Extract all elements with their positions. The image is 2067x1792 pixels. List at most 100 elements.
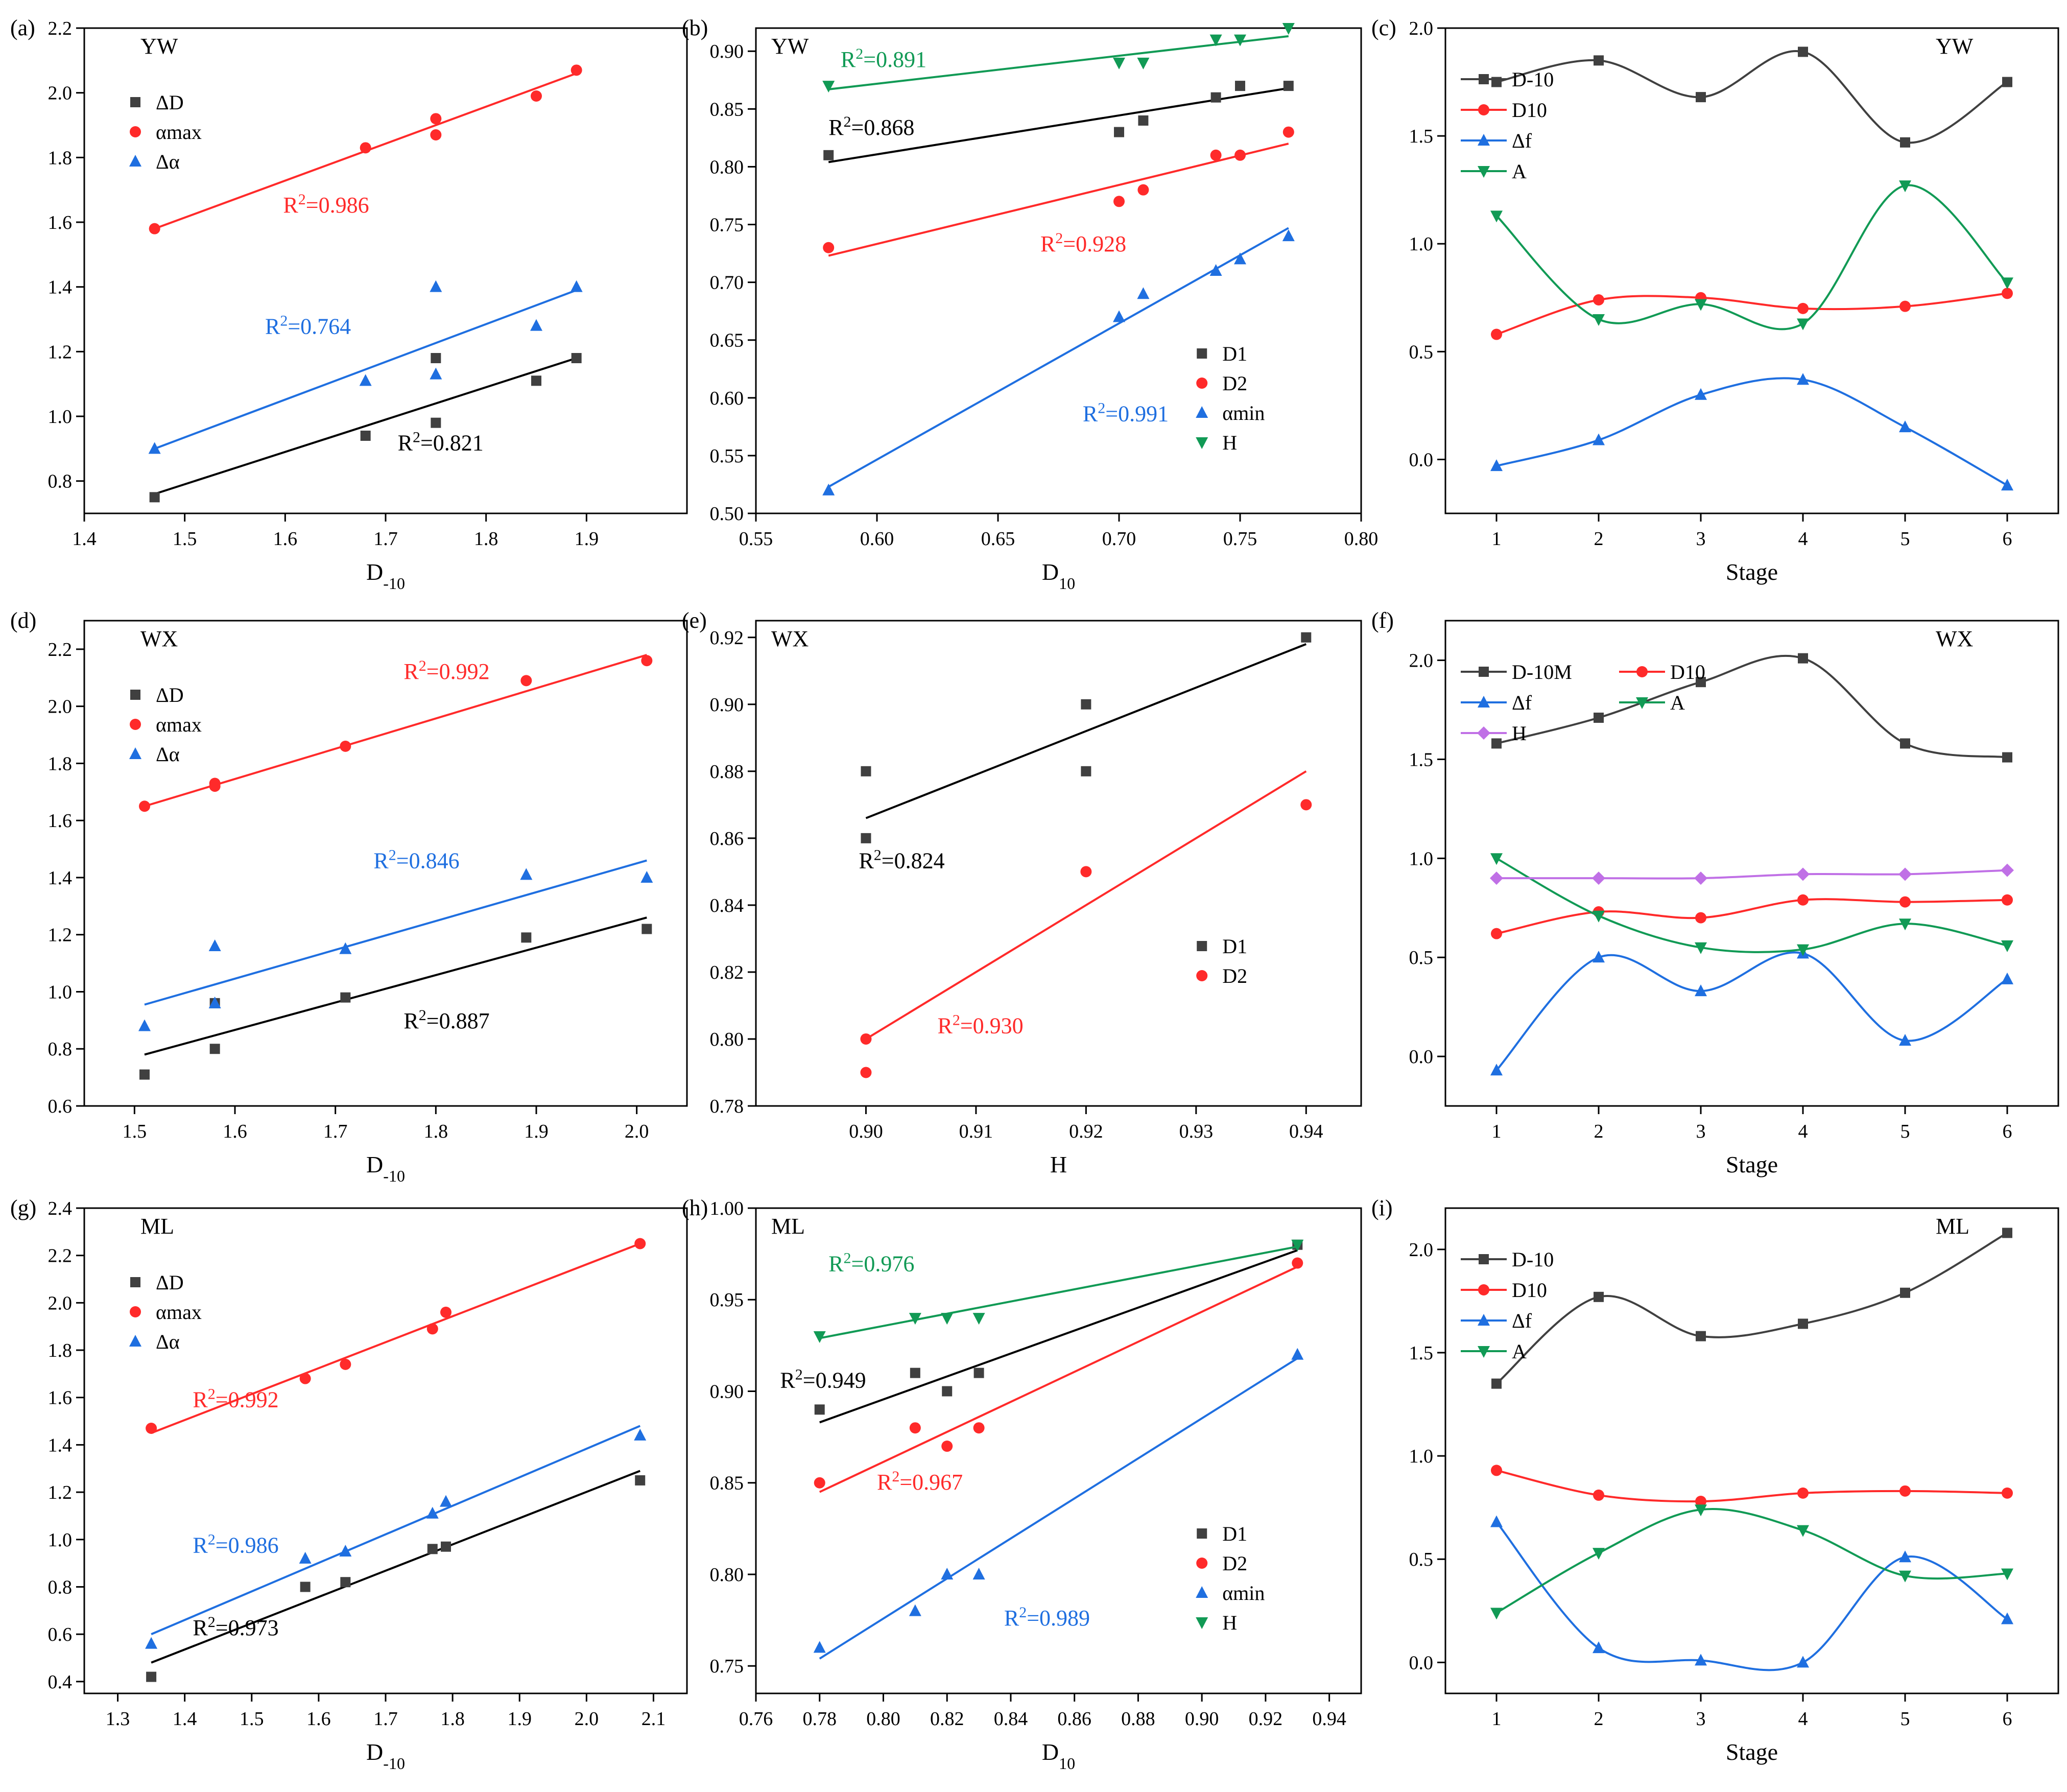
data-point [441,1541,451,1552]
y-tick-label: 0.85 [710,99,744,120]
x-tick-label: 0.78 [802,1708,837,1730]
x-tick-label: 0.75 [1223,528,1257,550]
data-point [972,1313,985,1325]
data-point [426,1506,439,1519]
r2-annotation: R2=0.824 [859,846,944,874]
y-tick-label: 1.0 [48,981,73,1003]
data-point [1899,420,1911,433]
panel-d: (d) WX 1.5 1.6 1.7 1.8 1.9 2.0 0.6 0.8 1.0 1.2 1.4 1.… [10,608,688,1185]
y-tick-label: 1.2 [48,925,73,946]
y-tick-label: 0.50 [710,503,744,525]
panel-b: (b) YW 0.55 0.60 0.65 0.70 0.75 0.80 0.50 0.55 0.6… [682,15,1378,593]
legend-marker [1197,1528,1207,1539]
x-tick-label: 1.6 [223,1121,247,1142]
x-tick-label: 1.4 [173,1708,197,1730]
data-point [1695,1496,1706,1507]
panel-h: (h) ML 0.76 0.78 0.80 0.82 0.84 0.86 0.88 0.90 0.9… [682,1195,1362,1773]
legend-marker [1479,74,1489,84]
fit-line [828,227,1289,488]
x-tick-label: 1.5 [173,528,197,550]
panel-label: (c) [1371,15,1396,40]
legend-marker [1196,437,1208,449]
r2-annotation: R2=0.930 [938,1011,1024,1039]
data-point [1491,928,1502,939]
series-h: R2=0.891 [822,23,1295,93]
y-tick-label: 0.70 [710,272,744,294]
x-axis-label: D-10 [366,559,405,593]
panel-label: (f) [1371,608,1394,633]
x-tick-label: 0.93 [1179,1121,1214,1142]
panel-g: (g) ML 1.3 1.4 1.5 1.6 1.7 1.8 1.9 2.0 2.1 0.4 0.6 0.… [10,1195,688,1773]
data-point [973,1367,984,1378]
x-tick-label: 0.55 [739,528,773,550]
x-tick-label: 1.5 [240,1708,264,1730]
x-tick-label: 1.9 [524,1121,549,1142]
data-point [640,870,653,883]
panel-c: (c) YW 1 2 3 4 5 6 0.0 0.5 1.0 1.5 2.0 Stage D-10 D10 Δf… [1371,15,2059,585]
y-tick-label: 0.80 [710,156,744,178]
r2-annotation: R2=0.992 [193,1385,278,1412]
data-point [2002,1487,2013,1499]
data-point [1114,127,1124,137]
x-tick-label: 0.94 [1312,1708,1346,1730]
site-label: ML [771,1214,805,1239]
series-line [1495,951,2008,1071]
y-tick-label: 1.0 [1409,233,1434,255]
fit-line [828,35,1289,90]
x-tick-label: 1.9 [575,528,599,550]
data-point [430,129,442,140]
legend-label: αmin [1222,1582,1265,1605]
site-label: WX [140,626,178,651]
legend-marker [1478,1346,1490,1358]
y-tick-label: 1.6 [48,1387,73,1409]
data-point [340,740,351,752]
y-tick-label: 0.90 [710,694,744,716]
r2-annotation: R2=0.764 [265,312,351,339]
data-point [340,992,351,1003]
x-tick-label: 1 [1492,1121,1502,1142]
data-point [823,150,834,160]
legend-label: αmax [156,1301,202,1324]
r2-annotation: R2=0.986 [283,191,369,218]
data-point [1291,1239,1304,1252]
data-point [431,417,441,428]
y-tick-label: 1.0 [1409,848,1434,869]
y-tick-label: 0.86 [710,828,744,850]
r2-annotation: R2=0.991 [1083,399,1169,427]
data-point [1594,1291,1604,1302]
data-point [909,1604,921,1616]
data-point [1593,433,1605,445]
data-point [339,942,352,954]
plot-frame [1444,27,2059,514]
x-tick-label: 3 [1696,528,1706,550]
r2-annotation: R2=0.846 [373,846,459,874]
y-tick-label: 0.5 [1409,1549,1434,1570]
data-point [1593,1489,1604,1501]
legend-marker [1197,348,1207,359]
legend-marker [1196,1558,1208,1569]
legend-label: αmin [1222,402,1265,425]
y-tick-label: 2.2 [48,18,73,39]
data-point [1234,149,1246,161]
data-point [1113,57,1125,69]
series-d2: R2=0.930 [860,770,1312,1078]
data-point [360,142,371,154]
data-point [431,353,441,363]
legend-marker [1197,941,1207,951]
x-tick-label: 4 [1798,1121,1808,1142]
data-point [1300,799,1312,811]
y-tick-label: 0.0 [1409,1652,1434,1673]
fit-line [151,1425,641,1635]
legend-label: D10 [1512,99,1547,122]
fit-line [144,654,647,808]
x-tick-label: 0.82 [930,1708,964,1730]
y-tick-label: 1.8 [48,147,73,169]
legend: D1 D2 αmin H [1196,1522,1265,1634]
panel-i: (i) ML 1 2 3 4 5 6 0.0 0.5 1.0 1.5 2.0 Stage D-10 D10 Δf… [1371,1195,2059,1765]
data-point [1695,912,1706,924]
y-tick-label: 0.80 [710,1564,744,1586]
data-point [1490,459,1503,471]
series-line [1495,184,2008,331]
data-point [1797,1656,1809,1668]
data-point [208,996,221,1008]
